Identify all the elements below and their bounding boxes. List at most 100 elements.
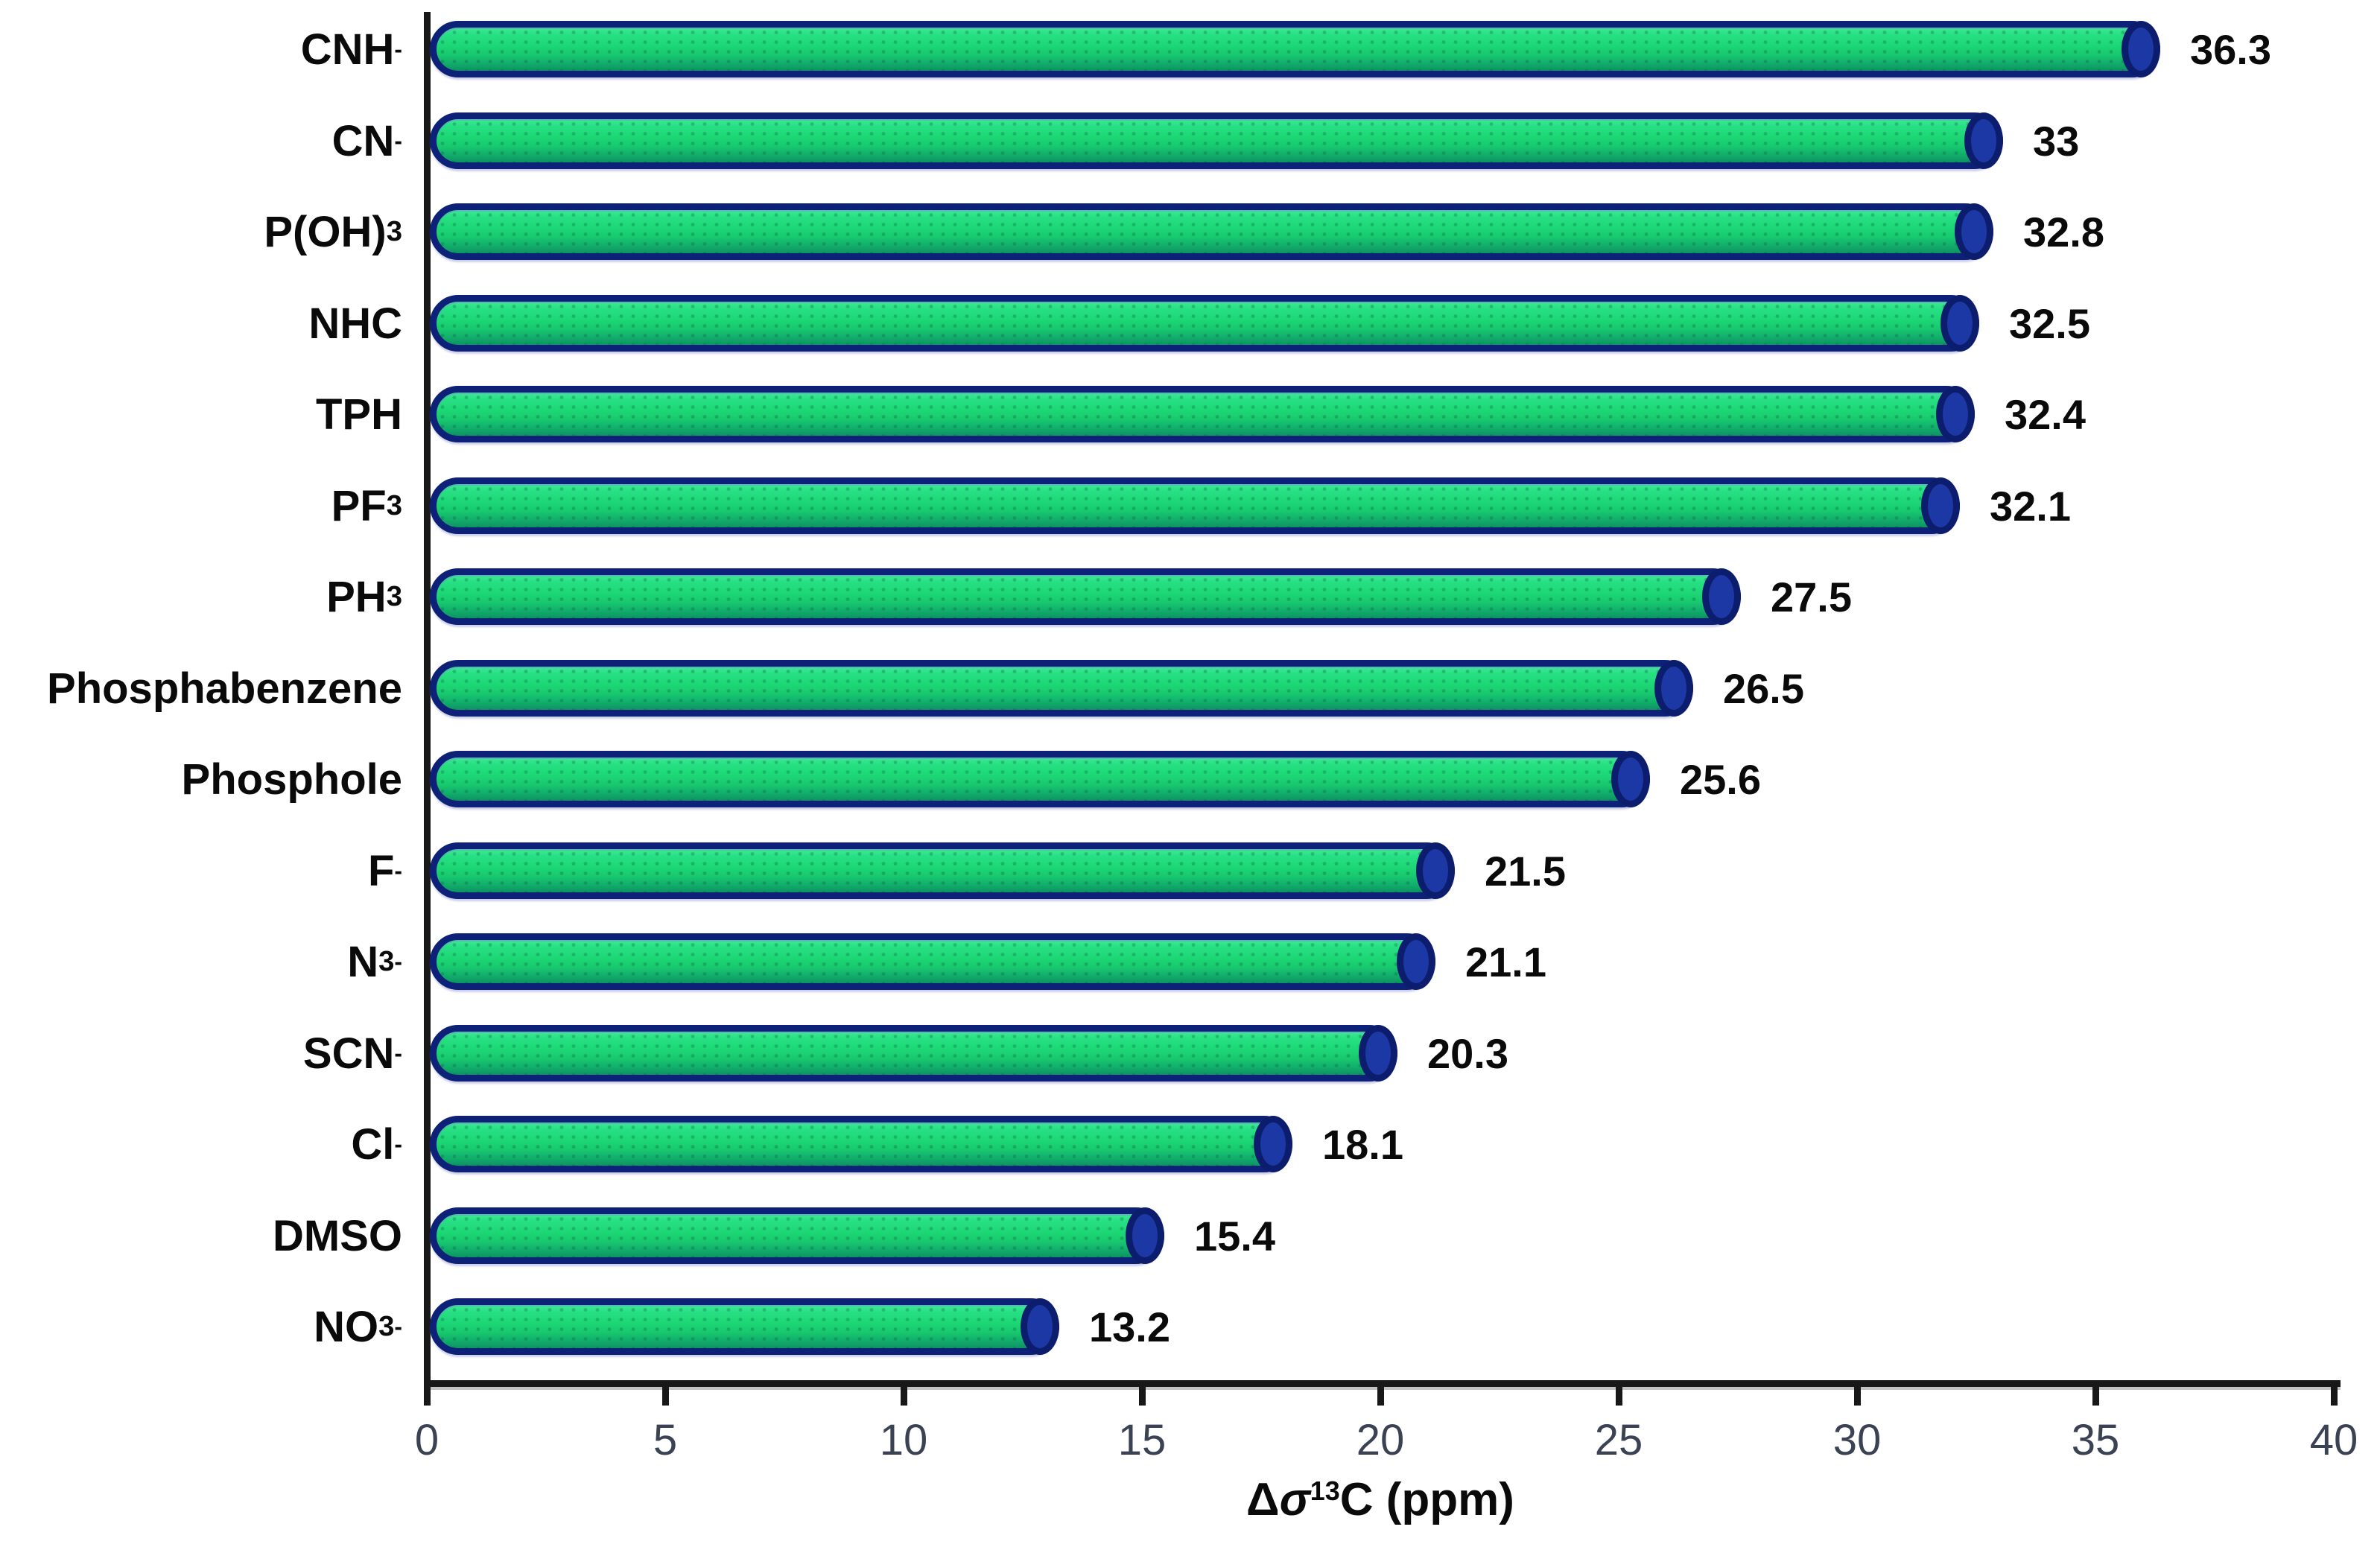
bar xyxy=(430,751,1650,807)
bar-end-cap-icon xyxy=(1359,1025,1397,1082)
category-text: N xyxy=(347,937,379,986)
value-label: 21.5 xyxy=(1485,847,1566,895)
x-axis-tick-label: 25 xyxy=(1594,1416,1643,1464)
value-label: 13.2 xyxy=(1089,1303,1170,1350)
bar xyxy=(430,842,1455,899)
x-axis-tick xyxy=(1854,1380,1861,1406)
category-label: DMSO xyxy=(0,1207,402,1264)
bar xyxy=(430,203,1993,260)
value-label: 32.1 xyxy=(1990,482,2071,530)
x-axis-title-text: C (ppm) xyxy=(1339,1474,1514,1525)
category-text: CNH xyxy=(300,25,395,74)
category-text: CN xyxy=(331,116,395,165)
category-text: P(OH) xyxy=(264,207,387,256)
category-label: CN - xyxy=(331,116,402,165)
x-axis-title-text: Δ xyxy=(1246,1474,1280,1525)
bar xyxy=(430,1298,1059,1355)
x-axis-tick xyxy=(1139,1380,1146,1406)
category-text: TPH xyxy=(316,390,402,439)
x-axis-tick-label: 20 xyxy=(1356,1416,1405,1464)
category-label: P(OH) 3 xyxy=(264,207,402,256)
bar-end-cap-icon xyxy=(1611,751,1650,807)
category-label: Cl - xyxy=(351,1120,402,1169)
category-label: F- xyxy=(367,846,402,895)
value-label: 21.1 xyxy=(1465,938,1546,985)
bar xyxy=(430,21,2160,77)
bar xyxy=(430,1207,1164,1264)
x-axis-tick-label: 0 xyxy=(414,1416,439,1464)
value-label: 20.3 xyxy=(1427,1029,1508,1077)
bar-end-cap-icon xyxy=(1654,660,1693,717)
bar-end-cap-icon xyxy=(1397,933,1435,990)
x-axis-tick-label: 40 xyxy=(2309,1416,2358,1464)
bar-end-cap-icon xyxy=(1254,1116,1292,1172)
category-label: Phosphole xyxy=(0,751,402,807)
bar-end-cap-icon xyxy=(1964,112,2003,169)
bar xyxy=(430,112,2003,169)
x-axis-tick xyxy=(901,1380,907,1406)
category-text: PH xyxy=(326,572,387,621)
bar-end-cap-icon xyxy=(1955,203,1993,260)
category-label: CNH - xyxy=(300,25,402,74)
bar xyxy=(430,1116,1292,1172)
value-label: 26.5 xyxy=(1723,664,1804,712)
category-text: Phosphabenzene xyxy=(47,664,402,713)
x-axis-tick-label: 5 xyxy=(653,1416,678,1464)
bar xyxy=(430,568,1741,625)
value-label: 33 xyxy=(2033,117,2080,165)
value-label: 25.6 xyxy=(1680,755,1761,803)
x-axis-tick xyxy=(1377,1380,1384,1406)
bar-end-cap-icon xyxy=(1936,386,1975,442)
category-text: DMSO xyxy=(273,1211,402,1260)
x-axis-title-sigma: σ xyxy=(1279,1474,1310,1525)
x-axis-tick xyxy=(662,1380,669,1406)
x-axis-tick-label: 30 xyxy=(1832,1416,1882,1464)
y-axis-line xyxy=(424,12,431,1387)
x-axis-tick-label: 15 xyxy=(1117,1416,1167,1464)
value-label: 32.5 xyxy=(2009,299,2090,347)
value-label: 27.5 xyxy=(1771,573,1852,620)
category-text: F xyxy=(367,846,395,895)
bar xyxy=(430,295,1979,352)
value-label: 15.4 xyxy=(1194,1212,1275,1260)
value-label: 32.8 xyxy=(2023,208,2104,255)
bar xyxy=(430,477,1960,534)
value-label: 18.1 xyxy=(1322,1120,1403,1168)
x-axis-title-superscript: 13 xyxy=(1310,1476,1340,1507)
x-axis-tick xyxy=(2331,1380,2338,1406)
x-axis-tick xyxy=(1616,1380,1622,1406)
category-label: PF 3 xyxy=(331,481,402,530)
category-label: NHC xyxy=(0,295,402,352)
x-axis-tick xyxy=(424,1380,431,1406)
x-axis-tick xyxy=(2092,1380,2099,1406)
value-label: 36.3 xyxy=(2190,25,2271,73)
bar-end-cap-icon xyxy=(1126,1207,1164,1264)
category-label: NO 3- xyxy=(314,1302,402,1351)
x-axis-title: Δσ13C (ppm) xyxy=(933,1473,1827,1526)
bar-end-cap-icon xyxy=(1702,568,1741,625)
x-axis-tick-label: 10 xyxy=(879,1416,928,1464)
category-text: Cl xyxy=(351,1120,395,1169)
bar-end-cap-icon xyxy=(1416,842,1455,899)
value-label: 32.4 xyxy=(2005,390,2086,438)
category-label: SCN - xyxy=(302,1029,402,1078)
bar xyxy=(430,1025,1397,1082)
category-text: SCN xyxy=(302,1029,395,1078)
bar xyxy=(430,386,1975,442)
category-text: PF xyxy=(331,481,387,530)
category-text: NO xyxy=(314,1302,379,1351)
bar-end-cap-icon xyxy=(1941,295,1979,352)
bar-end-cap-icon xyxy=(1021,1298,1059,1355)
bar-end-cap-icon xyxy=(1921,477,1960,534)
x-axis-tick-label: 35 xyxy=(2071,1416,2120,1464)
category-text: NHC xyxy=(308,299,402,348)
category-label: Phosphabenzene xyxy=(0,660,402,717)
bar xyxy=(430,660,1693,717)
bar-end-cap-icon xyxy=(2122,21,2160,77)
category-label: TPH xyxy=(0,386,402,442)
category-label: PH 3 xyxy=(326,572,402,621)
category-text: Phosphole xyxy=(181,755,402,804)
bar xyxy=(430,933,1435,990)
